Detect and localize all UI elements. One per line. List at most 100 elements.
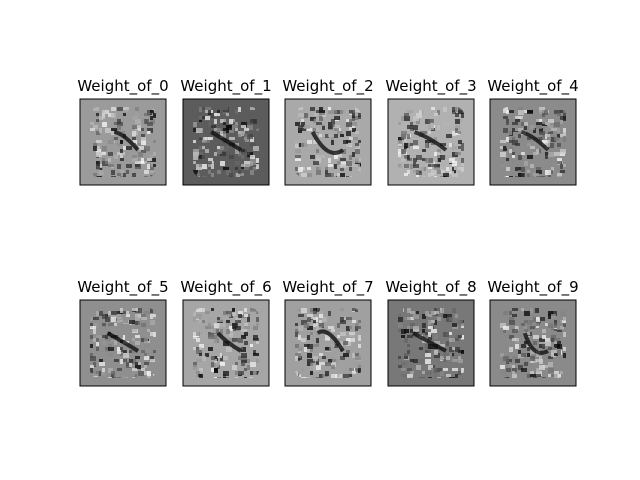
texture-pixel bbox=[410, 122, 413, 126]
texture-pixel bbox=[434, 158, 438, 162]
texture-pixel bbox=[123, 320, 126, 324]
texture-pixel bbox=[358, 320, 361, 323]
texture-pixel bbox=[310, 341, 313, 346]
texture-pixel bbox=[126, 146, 132, 150]
texture-pixel bbox=[527, 170, 530, 175]
texture-pixel bbox=[560, 119, 563, 124]
texture-pixel bbox=[105, 347, 108, 352]
texture-pixel bbox=[346, 131, 351, 136]
texture-pixel bbox=[521, 323, 525, 326]
texture-pixel bbox=[398, 317, 403, 322]
texture-pixel bbox=[509, 317, 514, 322]
texture-pixel bbox=[202, 176, 207, 177]
texture-pixel bbox=[117, 377, 121, 378]
texture-pixel bbox=[352, 353, 355, 358]
texture-pixel bbox=[319, 116, 323, 121]
texture-pixel bbox=[410, 371, 414, 374]
texture-pixel bbox=[509, 362, 512, 367]
texture-pixel bbox=[102, 167, 106, 172]
texture-pixel bbox=[199, 347, 202, 350]
texture-pixel bbox=[428, 158, 433, 163]
texture-pixel bbox=[217, 353, 220, 357]
texture-pixel bbox=[120, 335, 123, 338]
texture-pixel bbox=[530, 356, 535, 361]
texture-pixel bbox=[337, 335, 340, 338]
texture-pixel bbox=[117, 314, 121, 319]
texture-pixel bbox=[431, 176, 435, 177]
texture-pixel bbox=[325, 347, 329, 350]
texture-pixel bbox=[557, 113, 561, 116]
panel-frame bbox=[489, 98, 577, 186]
texture-pixel bbox=[153, 140, 156, 143]
texture-pixel bbox=[331, 356, 334, 360]
texture-pixel bbox=[99, 362, 105, 366]
texture-pixel bbox=[235, 128, 238, 131]
texture-pixel bbox=[202, 308, 205, 312]
texture-pixel bbox=[144, 158, 147, 161]
texture-pixel bbox=[102, 113, 105, 118]
texture-pixel bbox=[196, 359, 202, 362]
texture-pixel bbox=[193, 317, 196, 322]
texture-pixel bbox=[298, 314, 304, 317]
texture-pixel bbox=[407, 134, 410, 139]
texture-pixel bbox=[407, 170, 410, 174]
texture-pixel bbox=[503, 107, 508, 110]
texture-pixel bbox=[135, 131, 138, 135]
texture-pixel bbox=[114, 374, 120, 377]
texture-pixel bbox=[202, 356, 206, 361]
texture-pixel bbox=[551, 314, 556, 319]
texture-pixel bbox=[509, 176, 513, 177]
texture-pixel bbox=[407, 326, 410, 329]
texture-pixel bbox=[316, 377, 319, 378]
texture-stroke bbox=[113, 130, 140, 152]
texture-pixel bbox=[548, 143, 554, 148]
texture-pixel bbox=[214, 368, 218, 373]
texture-pixel bbox=[232, 326, 236, 329]
texture-pixel bbox=[141, 161, 145, 164]
texture-pixel bbox=[506, 167, 510, 171]
texture-pixel bbox=[349, 368, 354, 371]
texture-pixel bbox=[93, 143, 97, 147]
texture-pixel bbox=[524, 125, 527, 130]
texture-pixel bbox=[226, 377, 229, 378]
texture-pixel bbox=[560, 134, 563, 137]
texture-pixel bbox=[401, 149, 406, 154]
texture-pixel bbox=[147, 158, 152, 161]
texture-pixel bbox=[241, 131, 245, 136]
texture-pixel bbox=[404, 329, 409, 333]
texture-pixel bbox=[150, 332, 153, 336]
texture-pixel bbox=[196, 371, 200, 374]
texture-pixel bbox=[223, 341, 229, 346]
texture-pixel bbox=[422, 176, 426, 177]
texture-pixel bbox=[530, 125, 535, 130]
texture-pixel bbox=[346, 317, 352, 320]
texture-pixel bbox=[108, 347, 114, 351]
weight-texture bbox=[193, 107, 259, 177]
texture-pixel bbox=[431, 311, 436, 315]
texture-pixel bbox=[443, 368, 448, 371]
texture-pixel bbox=[515, 344, 519, 349]
panel-frame bbox=[79, 98, 167, 186]
texture-pixel bbox=[132, 140, 136, 143]
texture-pixel bbox=[509, 149, 512, 153]
texture-pixel bbox=[132, 131, 136, 136]
texture-pixel bbox=[533, 335, 539, 339]
texture-pixel bbox=[551, 326, 554, 330]
texture-pixel bbox=[111, 131, 115, 135]
texture-pixel bbox=[331, 119, 335, 124]
texture-pixel bbox=[220, 362, 225, 366]
texture-pixel bbox=[144, 128, 147, 131]
texture-pixel bbox=[96, 140, 102, 143]
texture-pixel bbox=[355, 158, 359, 163]
texture-pixel bbox=[503, 377, 509, 378]
texture-pixel bbox=[102, 116, 105, 119]
texture-pixel bbox=[557, 143, 561, 147]
texture-pixel bbox=[413, 164, 419, 168]
texture-pixel bbox=[446, 356, 450, 360]
texture-pixel bbox=[244, 137, 249, 142]
texture-pixel bbox=[132, 338, 135, 341]
texture-pixel bbox=[449, 158, 455, 163]
texture-stroke bbox=[413, 130, 448, 152]
texture-pixel bbox=[205, 149, 209, 153]
texture-pixel bbox=[325, 335, 330, 340]
